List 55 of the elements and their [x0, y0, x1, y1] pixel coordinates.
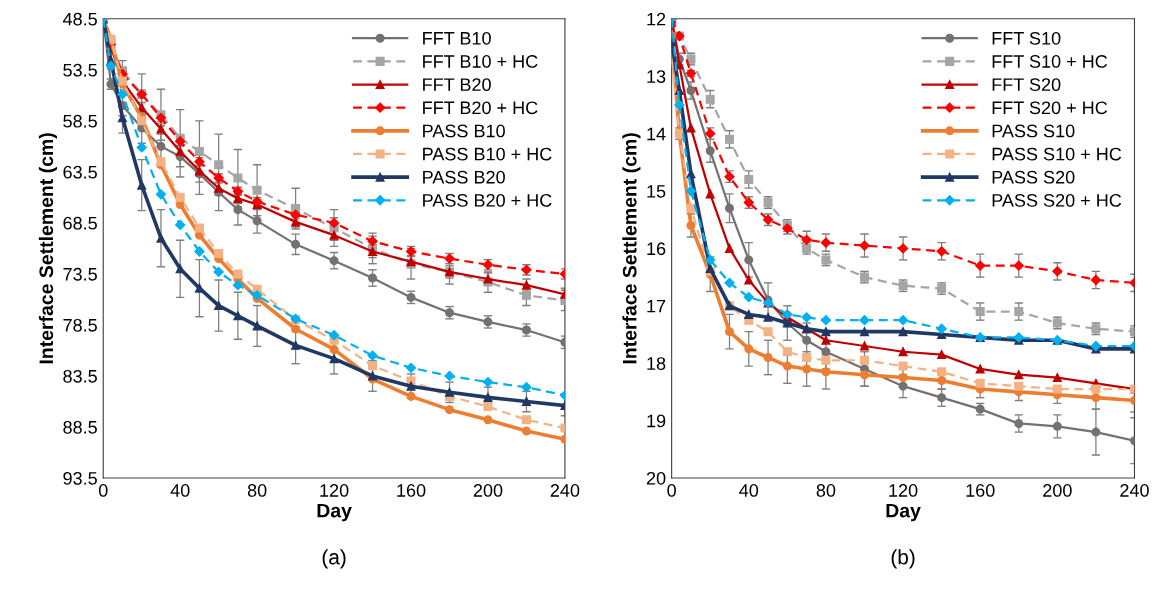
legend-label: PASS B10 + HC: [423, 147, 552, 161]
y-tick-label: 12: [647, 12, 666, 26]
y-tick-label: 18: [647, 357, 666, 370]
legend-label: FFT S10: [992, 31, 1061, 45]
legend-label: PASS S10: [992, 124, 1075, 138]
legend-label: PASS B20 + HC: [423, 193, 552, 207]
y-tick-label: 73.5: [63, 267, 97, 281]
x-tick-label: 0: [667, 484, 676, 497]
x-tick-label: 200: [473, 484, 503, 497]
text: (a): [322, 549, 346, 569]
y-axis-title: Interface Settlement (cm): [622, 133, 641, 364]
x-tick-label: 240: [1120, 484, 1149, 497]
y-axis-title: Interface Settlement (cm): [38, 133, 57, 364]
y-tick-label: 58.5: [63, 114, 97, 128]
y-tick-label: 83.5: [63, 369, 97, 383]
y-tick-label: 17: [647, 299, 666, 313]
x-axis-title: Day: [886, 503, 921, 522]
y-tick-label: 48.5: [62, 12, 97, 26]
x-tick-label: 200: [1043, 484, 1072, 497]
text: (b): [891, 549, 915, 569]
x-tick-label: 160: [397, 484, 426, 497]
legend-label: PASS B10: [423, 124, 505, 138]
y-tick-label: 16: [647, 242, 666, 256]
x-tick-label: 40: [739, 484, 759, 497]
x-tick-label: 80: [247, 484, 267, 497]
x-tick-label: 0: [98, 484, 108, 497]
legend-label: PASS S20: [992, 170, 1075, 184]
legend-label: FFT B20 + HC: [423, 101, 538, 115]
legend-label: FFT S20: [992, 78, 1061, 92]
y-tick-label: 19: [647, 414, 666, 428]
y-tick-label: 78.5: [63, 318, 97, 332]
legend-label: FFT B10: [423, 31, 491, 45]
y-tick-label: 68.5: [63, 216, 97, 230]
legend-label: PASS S10 + HC: [992, 147, 1122, 161]
y-tick-label: 13: [647, 70, 666, 83]
y-tick-label: 20: [646, 471, 666, 485]
legend-label: FFT S20 + HC: [992, 101, 1108, 115]
y-tick-label: 93.5: [63, 471, 97, 485]
y-tick-label: 53.5: [63, 63, 97, 77]
legend-label: FFT B10 + HC: [423, 55, 538, 68]
x-tick-label: 80: [816, 484, 836, 497]
legend-label: FFT B20: [423, 78, 491, 92]
x-tick-label: 120: [889, 484, 918, 497]
y-tick-label: 88.5: [63, 420, 97, 434]
y-tick-label: 63.5: [63, 165, 97, 179]
legend-label: PASS B20: [423, 170, 505, 184]
x-tick-label: 240: [550, 484, 580, 497]
y-tick-label: 15: [647, 185, 666, 198]
x-tick-label: 40: [170, 484, 190, 497]
legend-label: PASS S20 + HC: [992, 193, 1122, 207]
x-axis-title: Day: [317, 503, 352, 522]
y-tick-label: 14: [647, 127, 666, 141]
x-tick-label: 160: [966, 484, 995, 497]
legend-label: FFT S10 + HC: [992, 55, 1108, 68]
x-tick-label: 120: [320, 484, 349, 497]
